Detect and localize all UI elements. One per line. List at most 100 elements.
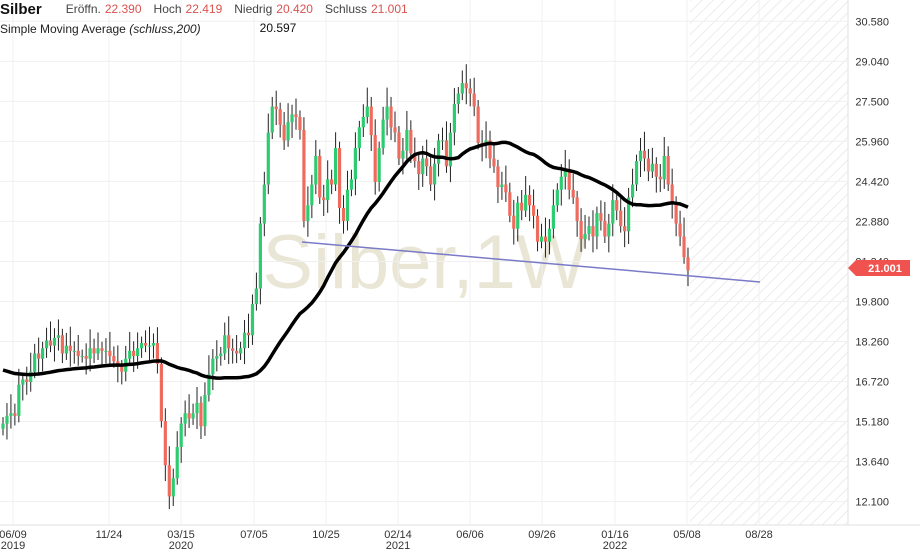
candle — [68, 326, 72, 367]
x-tick-label: 10/25 — [312, 529, 340, 541]
candle — [5, 403, 9, 440]
open-label: Eröffn. — [65, 2, 101, 16]
candle — [476, 100, 480, 150]
x-tick-year: 2022 — [603, 540, 627, 552]
candle — [199, 396, 203, 439]
candle — [361, 104, 365, 137]
candle — [314, 140, 318, 195]
candle — [96, 332, 100, 360]
candle — [9, 394, 13, 429]
candle — [203, 382, 207, 436]
candle — [373, 119, 377, 195]
candle — [195, 386, 199, 430]
candle — [468, 78, 472, 107]
candle — [516, 196, 520, 242]
x-tick-label: 09/26 — [528, 529, 556, 541]
y-tick-label: 30.580 — [855, 16, 889, 28]
candle — [654, 157, 658, 193]
candle — [417, 154, 421, 190]
indicator-name: Simple Moving Average — [0, 22, 126, 36]
candle — [290, 104, 294, 139]
candle — [634, 154, 639, 192]
indicator-legend: Simple Moving Average (schluss,200) — [0, 22, 201, 36]
candle — [44, 327, 49, 358]
candle — [353, 132, 357, 196]
candle — [37, 337, 41, 375]
candle — [322, 184, 326, 216]
close-value: 21.001 — [371, 2, 408, 16]
candle — [64, 332, 68, 360]
candle — [623, 207, 627, 248]
low-label: Niedrig — [234, 2, 273, 16]
candle — [365, 87, 369, 124]
x-tick-label: 06/09 — [0, 529, 27, 541]
candle — [555, 183, 559, 212]
candle — [254, 272, 259, 311]
candle — [80, 349, 84, 363]
x-tick-label: 08/28 — [745, 529, 773, 541]
candle — [274, 90, 278, 126]
candle — [286, 103, 290, 147]
candle — [535, 209, 540, 252]
candle — [175, 431, 179, 485]
candle — [492, 142, 496, 173]
candle — [500, 171, 504, 200]
y-tick-label: 29.040 — [855, 56, 889, 68]
x-tick-label: 05/08 — [673, 529, 701, 541]
candle — [60, 328, 64, 364]
y-tick-label: 24.420 — [855, 176, 889, 188]
candle — [472, 77, 476, 117]
candle — [341, 195, 346, 234]
candle — [583, 214, 587, 249]
candle — [25, 366, 29, 395]
candle — [638, 138, 643, 177]
candle — [211, 349, 215, 391]
candle — [231, 338, 235, 364]
candle — [33, 343, 37, 379]
candle — [603, 201, 607, 244]
candle — [539, 223, 544, 249]
candle — [151, 333, 156, 359]
candle — [611, 184, 615, 237]
candle — [246, 313, 251, 349]
candle — [337, 141, 342, 224]
candle — [448, 122, 453, 183]
candle — [258, 217, 262, 305]
candle — [250, 294, 255, 345]
candle — [147, 326, 152, 362]
y-tick-label: 22.880 — [855, 216, 889, 228]
sma-line — [2, 140, 689, 380]
y-tick-label: 27.500 — [855, 96, 889, 108]
candle — [345, 170, 350, 231]
candle — [619, 197, 623, 233]
candle — [405, 110, 409, 164]
last-price-badge: 21.001 — [848, 260, 910, 276]
candle — [452, 88, 456, 146]
candle — [56, 319, 61, 351]
candle — [108, 331, 112, 366]
indicator-params: (schluss,200) — [129, 22, 201, 36]
x-tick-label: 02/14 — [384, 529, 412, 541]
candle — [591, 210, 595, 253]
candle — [436, 133, 441, 177]
candle — [183, 400, 187, 437]
candle — [646, 148, 651, 182]
candle — [227, 316, 231, 365]
candle — [318, 149, 322, 205]
candle — [262, 171, 266, 237]
candle — [504, 165, 508, 202]
candle — [559, 163, 563, 206]
candle — [425, 139, 429, 176]
candle — [615, 193, 619, 221]
candle — [278, 102, 282, 138]
candle — [349, 169, 354, 197]
candle — [627, 187, 631, 245]
candle — [587, 216, 591, 241]
candle — [235, 335, 239, 364]
candle — [686, 247, 690, 287]
candle — [143, 330, 148, 353]
candle — [100, 341, 104, 367]
candle — [163, 408, 167, 482]
open-value: 22.390 — [104, 2, 142, 16]
candle — [191, 403, 195, 425]
